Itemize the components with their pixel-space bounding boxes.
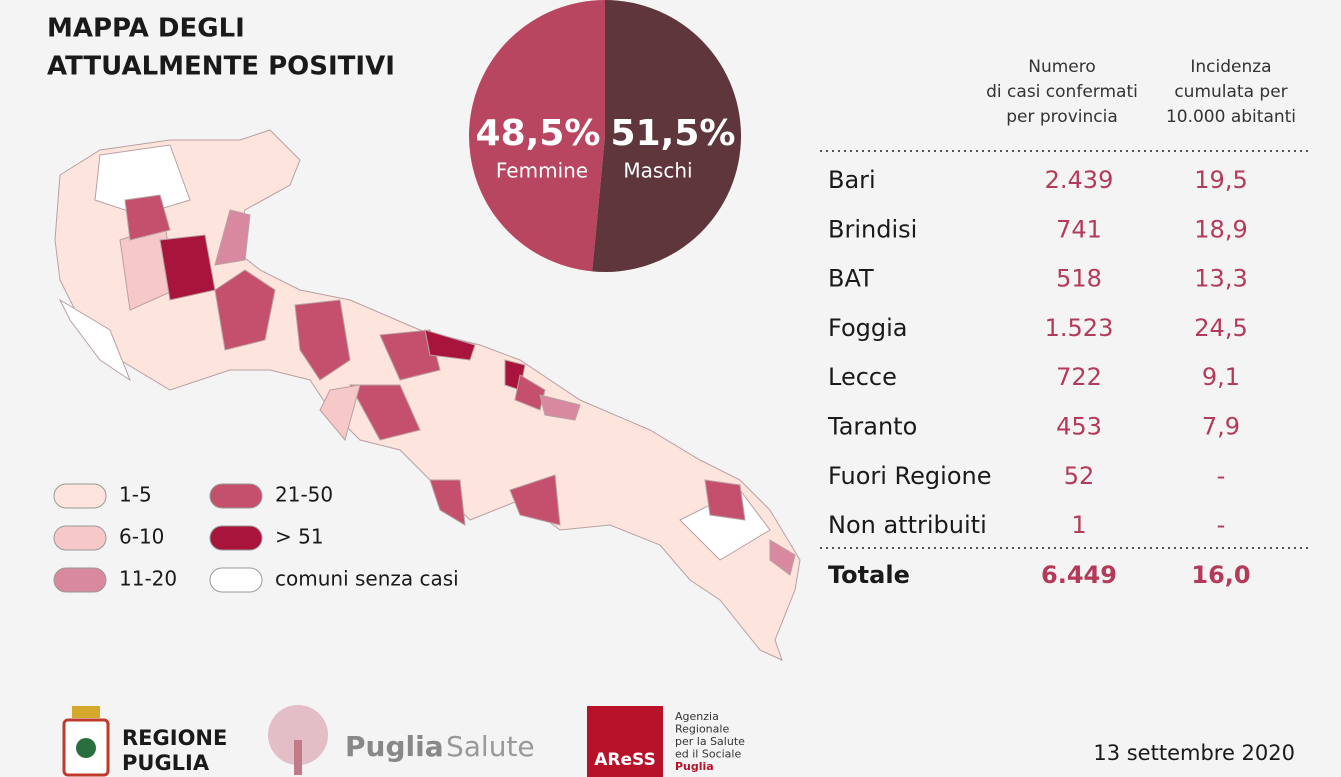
legend-label: 11-20	[119, 567, 177, 591]
legend-swatch	[53, 483, 107, 509]
row-label: Foggia	[828, 314, 907, 342]
pie-value-label: 51,5%	[611, 113, 736, 154]
table-value: 52	[1064, 462, 1095, 490]
legend-swatch	[209, 525, 263, 551]
table-value: 7,9	[1202, 413, 1240, 441]
pie-slice	[592, 0, 741, 272]
table: Numero di casi confermati per provincia Inc…	[827, 57, 1296, 589]
legend-label: > 51	[275, 525, 324, 549]
table-value: 1.523	[1045, 314, 1114, 342]
row-label: BAT	[828, 265, 874, 293]
pie-category-label: Maschi	[623, 159, 692, 183]
table-value: 13,3	[1194, 265, 1247, 293]
table-value: 6.449	[1041, 561, 1117, 589]
pie-category-label: Femmine	[496, 159, 588, 183]
date: 13 settembre 2020	[1093, 741, 1295, 765]
table-value: 1	[1071, 511, 1086, 539]
regione-text: REGIONE	[122, 726, 227, 750]
row-label: Lecce	[828, 363, 897, 391]
pie-value-label: 48,5%	[476, 113, 601, 154]
table-value: 16,0	[1191, 561, 1250, 589]
legend-swatch	[53, 525, 107, 551]
legend: 1-5 6-10 11-20 21-50 > 51 comuni senza casi	[53, 483, 459, 593]
title: ATTUALMENTE POSITIVI	[47, 52, 395, 82]
row-label: Non attribuiti	[828, 511, 987, 539]
row-label: Fuori Regione	[828, 462, 991, 490]
aress-line: ed il Sociale	[675, 748, 741, 761]
row-label: Brindisi	[828, 215, 917, 243]
legend-label: comuni senza casi	[275, 567, 459, 591]
column-header: 10.000 abitanti	[1166, 107, 1296, 127]
aress-logo	[587, 706, 663, 777]
row-label: Totale	[828, 561, 910, 589]
aress-logo-text: AReSS	[594, 750, 656, 770]
column-header: cumulata per	[1174, 82, 1287, 102]
map	[54, 129, 801, 661]
column-header: Incidenza	[1190, 57, 1271, 77]
table-value: 24,5	[1194, 314, 1247, 342]
legend-label: 1-5	[119, 483, 152, 507]
table-value: 19,5	[1194, 166, 1247, 194]
column-header: per provincia	[1006, 107, 1118, 127]
table-value: -	[1217, 462, 1226, 490]
aress-line: Agenzia	[675, 710, 719, 723]
salute-text: Puglia	[345, 730, 444, 763]
table-value: 741	[1056, 215, 1102, 243]
table-value: 2.439	[1045, 166, 1114, 194]
table-value: 453	[1056, 413, 1102, 441]
column-header: Numero	[1028, 57, 1096, 77]
table-value: -	[1217, 511, 1226, 539]
legend-swatch	[209, 483, 263, 509]
aress-line: Regionale	[675, 723, 729, 736]
salute-logo	[268, 705, 328, 775]
column-header: di casi confermati	[986, 82, 1138, 102]
table-value: 722	[1056, 363, 1102, 391]
legend-label: 21-50	[275, 483, 333, 507]
legend-swatch	[53, 567, 107, 593]
pie-chart: 48,5% Femmine 51,5% Maschi	[468, 0, 741, 272]
table-value: 18,9	[1194, 215, 1247, 243]
aress-line: Puglia	[675, 760, 714, 773]
legend-label: 6-10	[119, 525, 164, 549]
title: MAPPA DEGLI	[47, 14, 245, 44]
aress-line: per la Salute	[675, 735, 745, 748]
salute-text: Salute	[446, 730, 535, 763]
table-value: 518	[1056, 265, 1102, 293]
regione-text: PUGLIA	[122, 751, 210, 775]
row-label: Taranto	[827, 413, 917, 441]
table-value: 9,1	[1202, 363, 1240, 391]
legend-swatch	[209, 567, 263, 593]
pie-slice	[468, 0, 605, 272]
row-label: Bari	[828, 166, 876, 194]
regione-logo	[62, 706, 110, 777]
